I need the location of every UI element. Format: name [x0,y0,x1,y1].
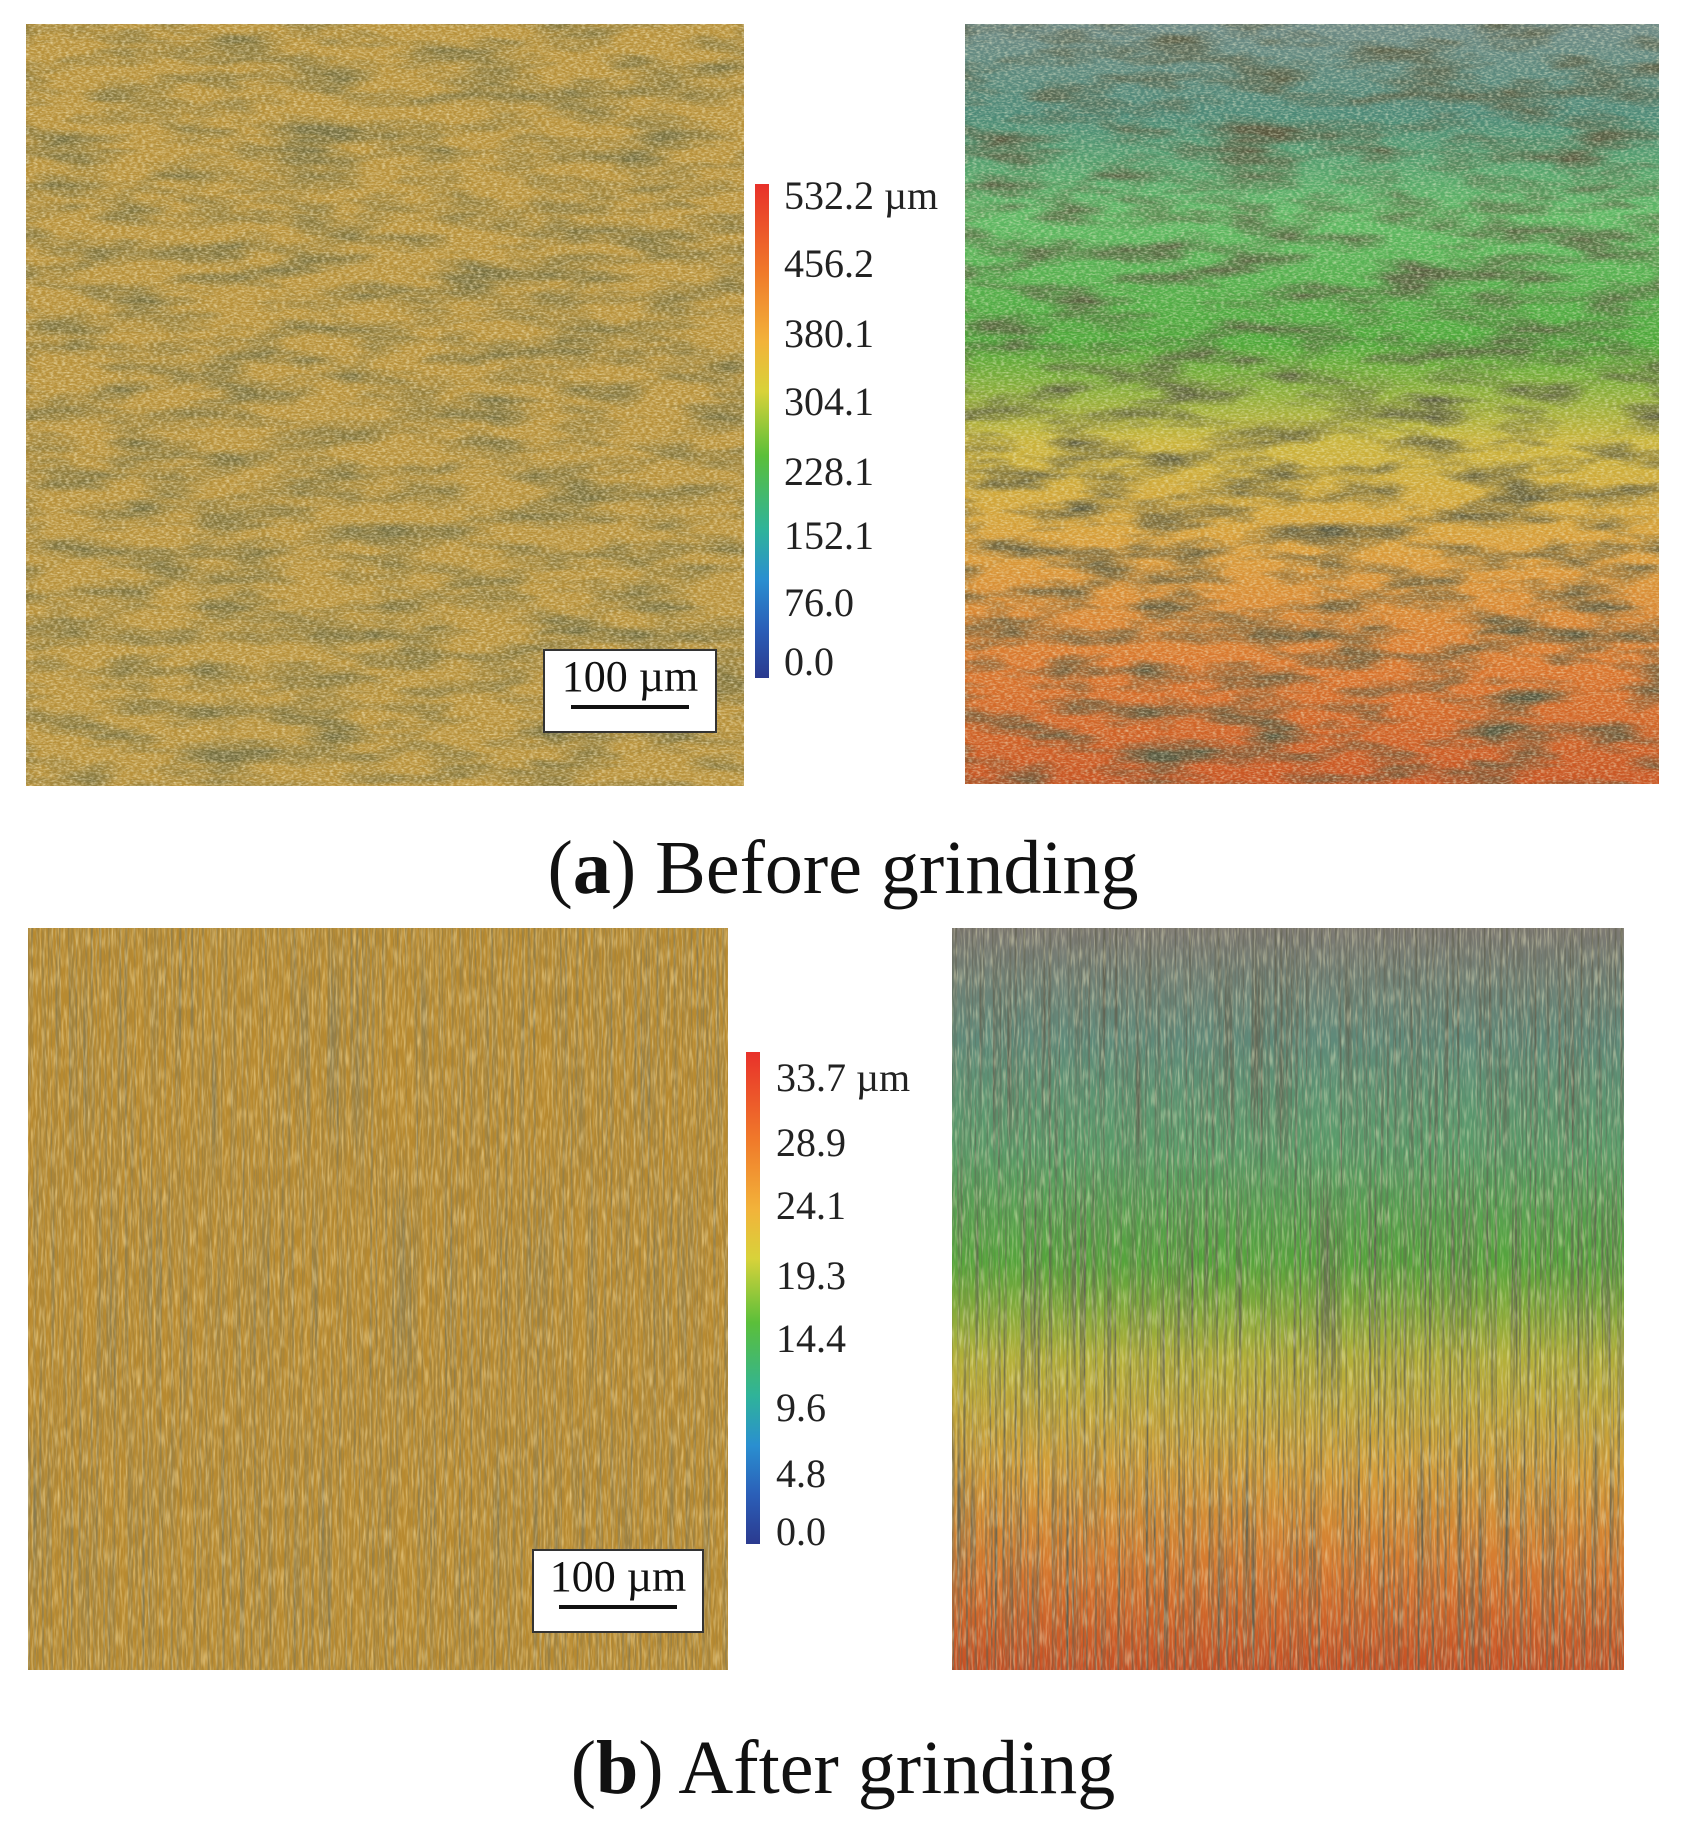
scale-bar-line [571,705,689,709]
colorbar-tick: 33.7 µm [776,1055,911,1100]
optical-image-before [26,24,744,786]
colorbar-after [746,1052,760,1544]
height-map-surface-before [965,24,1659,784]
scale-bar-line [559,1605,677,1609]
colorbar-tick: 0.0 [776,1509,826,1554]
scale-bar-after: 100 µm [532,1549,704,1633]
colorbar-tick: 4.8 [776,1451,826,1496]
height-map-after [952,928,1624,1670]
colorbar-tick: 0.0 [784,639,834,684]
colorbar-tick: 28.9 [776,1120,846,1165]
height-map-surface-after [952,928,1624,1670]
panel-letter: b [596,1726,639,1810]
optical-image-after [28,928,728,1670]
colorbar-tick: 14.4 [776,1316,846,1361]
scale-bar-label: 100 µm [561,652,699,701]
caption-text: Before grinding [655,826,1139,910]
caption-b: (b) After grinding [570,1726,1116,1810]
colorbar-ticks-after: 33.7 µm 28.9 24.1 19.3 14.4 9.6 4.8 0.0 [746,0,946,1826]
height-map-before [965,24,1659,784]
colorbar-before [755,184,769,678]
caption-a: (a) Before grinding [547,826,1139,910]
optical-surface-before [26,24,744,786]
optical-surface-after [28,928,728,1670]
colorbar-tick: 228.1 [784,449,874,494]
colorbar-tick: 76.0 [784,580,854,625]
colorbar-tick: 9.6 [776,1385,826,1430]
colorbar-tick: 24.1 [776,1183,846,1228]
colorbar-tick: 19.3 [776,1253,846,1298]
colorbar-ticks-before: 532.2 µm 456.2 380.1 304.1 228.1 152.1 7… [784,0,984,1826]
colorbar-tick: 304.1 [784,379,874,424]
colorbar-tick: 456.2 [784,241,874,286]
colorbar-tick: 152.1 [784,513,874,558]
scale-bar-before: 100 µm [543,649,717,733]
colorbar-tick: 532.2 µm [784,173,939,218]
panel-letter: a [572,826,611,910]
scale-bar-label: 100 µm [549,1552,687,1601]
caption-text: After grinding [678,1726,1116,1810]
colorbar-tick: 380.1 [784,311,874,356]
